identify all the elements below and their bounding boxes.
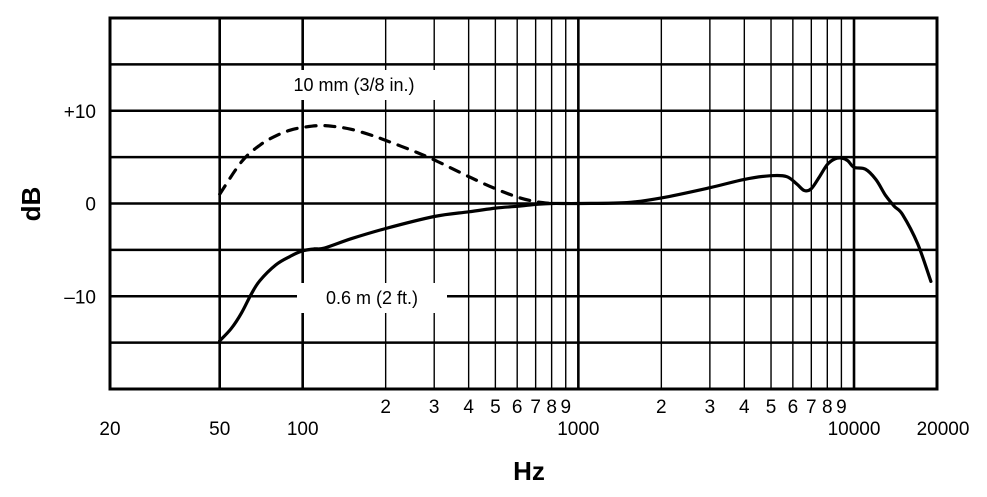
x-tick-labels: 2 3 4 5 6 7 8 9 2 3 4 5 6 7 8 920 50 100 1000 10000 20000 (99, 397, 969, 440)
x-major-tick-label: 10000 (828, 419, 881, 440)
x-minor-tick-label: 3 (705, 397, 716, 418)
x-minor-tick-label: 6 (512, 397, 523, 418)
plot-frame (108, 16, 939, 391)
x-minor-tick-label: 2 (380, 397, 391, 418)
x-minor-tick-label: 9 (836, 397, 847, 418)
major-gridlines (108, 16, 939, 391)
series-layer (218, 123, 933, 343)
x-minor-tick-label: 4 (739, 397, 750, 418)
x-major-tick-label: 100 (287, 419, 319, 440)
y-tick-label: –10 (64, 287, 96, 308)
y-tick-label: 0 (85, 195, 96, 216)
annotations-layer: 10 mm (3/8 in.) 0.6 m (2 ft.) (269, 70, 447, 313)
annotation-background (297, 283, 447, 313)
y-axis-label: dB (16, 187, 46, 222)
y-tick-labels: +10 0 –10 (64, 102, 96, 309)
annotation-background (269, 70, 439, 100)
x-minor-tick-label: 4 (463, 397, 474, 418)
x-minor-tick-label: 8 (546, 397, 557, 418)
x-minor-tick-label: 5 (766, 397, 777, 418)
x-major-tick-label: 1000 (557, 419, 599, 440)
annotation-10mm: 10 mm (3/8 in.) (293, 75, 414, 95)
series-line-10mm (218, 123, 554, 206)
x-major-tick-label: 50 (209, 419, 230, 440)
x-minor-tick-label: 7 (530, 397, 541, 418)
series-line-0-6m (218, 156, 933, 343)
x-major-tick-label: 20000 (917, 419, 970, 440)
annotation-0-6m: 0.6 m (2 ft.) (326, 288, 418, 308)
x-minor-tick-label: 6 (788, 397, 799, 418)
x-major-tick-label: 20 (99, 419, 120, 440)
x-minor-tick-label: 5 (490, 397, 501, 418)
x-axis-label: Hz (513, 456, 545, 486)
x-minor-tick-label: 8 (822, 397, 833, 418)
x-minor-tick-label: 9 (560, 397, 571, 418)
x-minor-tick-label: 7 (806, 397, 817, 418)
y-tick-label: +10 (64, 102, 96, 123)
x-minor-tick-label: 2 (656, 397, 667, 418)
x-minor-tick-label: 3 (429, 397, 440, 418)
